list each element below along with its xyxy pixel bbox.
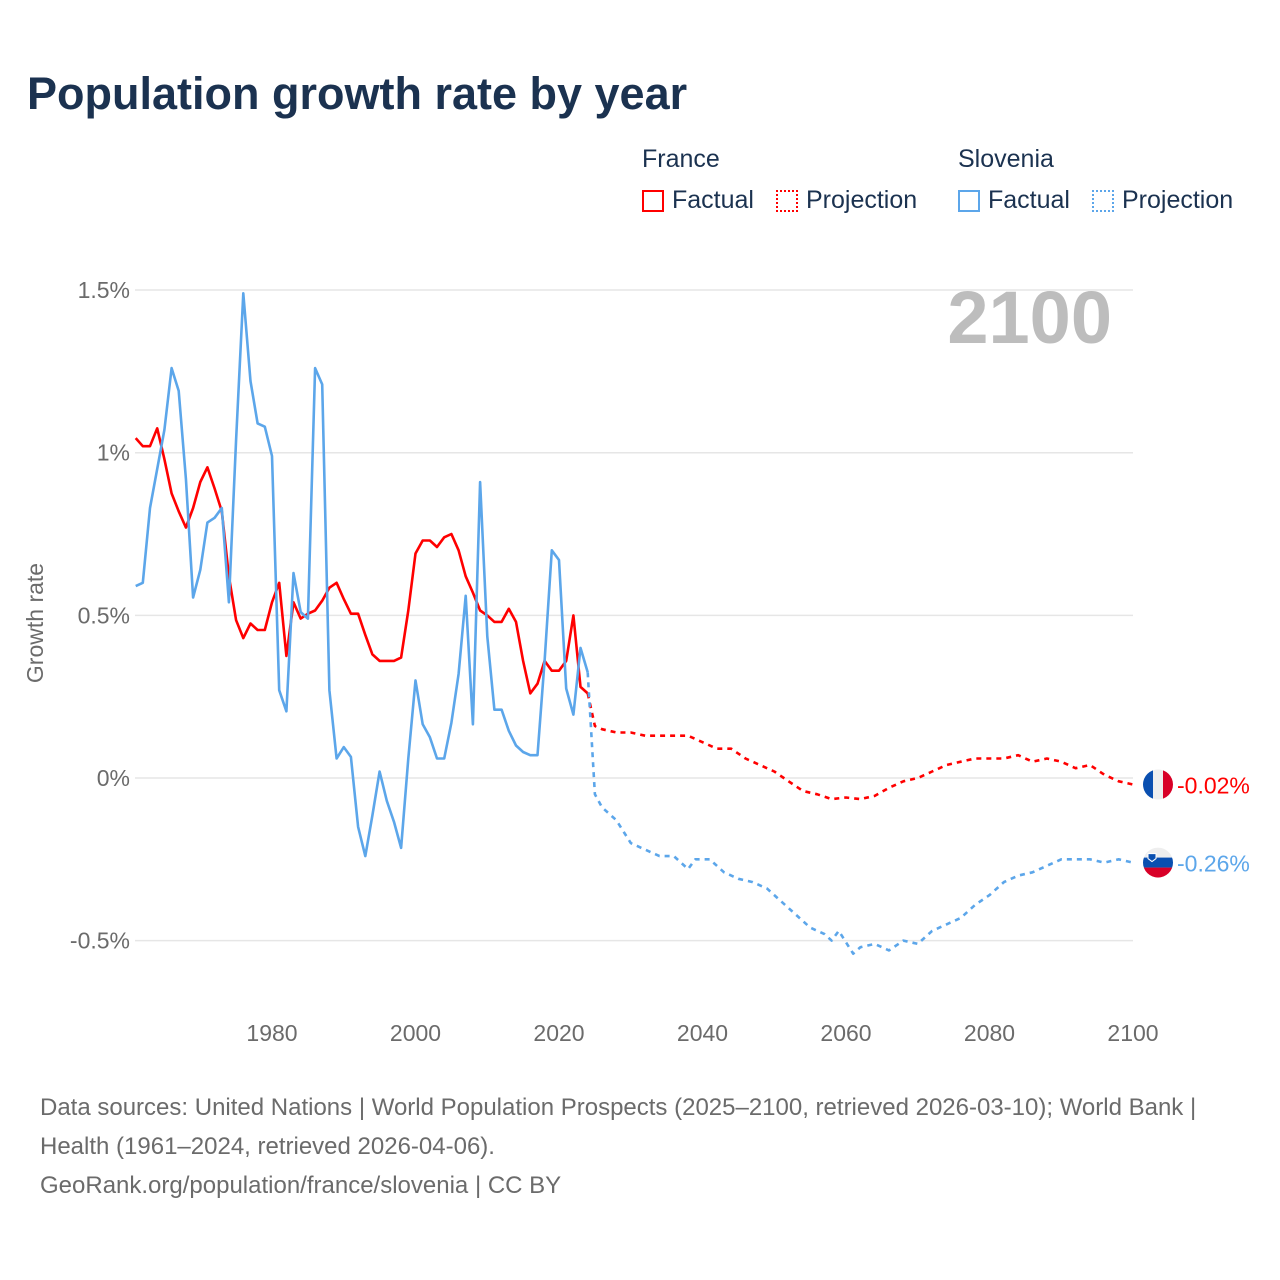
y-tick-label: 0.5%: [78, 602, 130, 628]
footer: Data sources: United Nations | World Pop…: [40, 1088, 1240, 1205]
x-tick-label: 1980: [246, 1020, 297, 1046]
end-label-slovenia: -0.26%: [1177, 851, 1250, 877]
end-label-france: -0.02%: [1177, 773, 1250, 799]
x-tick-label: 2060: [820, 1020, 871, 1046]
series-line-slovenia-factual: [135, 292, 589, 858]
data-sources: Data sources: United Nations | World Pop…: [40, 1094, 1197, 1160]
y-tick-label: 1%: [97, 440, 130, 466]
source-link[interactable]: GeoRank.org/population/france/slovenia |…: [40, 1172, 562, 1199]
legend-swatch-solid: [642, 189, 664, 212]
y-tick-label: 1.5%: [78, 277, 130, 303]
plot-area: -0.5% 0% 0.5% 1% 1.5% 1980 2000 2020 2040 2060 208…: [22, 277, 1250, 1046]
legend-group-slovenia: Slovenia: [958, 145, 1054, 173]
legend-group-france: France: [642, 145, 720, 173]
flag-stripe: [1143, 867, 1173, 878]
legend-swatch-solid: [958, 189, 980, 212]
page-title: Population growth rate by year: [27, 68, 688, 119]
y-tick-label: -0.5%: [70, 928, 130, 954]
flag-stripe: [1143, 769, 1153, 800]
x-tick-label: 2000: [390, 1020, 441, 1046]
legend-france-factual[interactable]: Factual: [642, 186, 754, 215]
legend-label: Factual: [988, 186, 1070, 214]
flag-stripe: [1143, 857, 1173, 868]
x-tick-label: 2080: [964, 1020, 1015, 1046]
flag-stripe: [1163, 769, 1173, 800]
series-line-france-factual: [134, 427, 589, 695]
series-line-slovenia-projection: [586, 672, 1134, 955]
x-tick-label: 2040: [677, 1020, 728, 1046]
france-flag-icon: [1143, 769, 1173, 800]
flag-stripe: [1153, 769, 1163, 800]
legend-label: Projection: [806, 186, 918, 214]
legend-label: Factual: [672, 186, 754, 214]
y-axis-label: Growth rate: [22, 563, 48, 683]
legend-slovenia-projection[interactable]: Projection: [1092, 186, 1233, 215]
legend-france-projection[interactable]: Projection: [776, 186, 917, 215]
legend-swatch-dotted: [1092, 189, 1114, 212]
series-line-france-projection: [586, 693, 1134, 801]
slovenia-flag-icon: [1143, 847, 1173, 878]
x-tick-label: 2100: [1107, 1020, 1158, 1046]
x-tick-label: 2020: [533, 1020, 584, 1046]
legend-swatch-dotted: [776, 189, 798, 212]
legend-slovenia-factual[interactable]: Factual: [958, 186, 1070, 215]
flag-coat-of-arms: [1147, 853, 1157, 863]
legend-label: Projection: [1122, 186, 1234, 214]
y-tick-label: 0%: [97, 765, 130, 791]
current-year-label: 2100: [947, 276, 1112, 359]
flag-stripe: [1143, 847, 1173, 858]
